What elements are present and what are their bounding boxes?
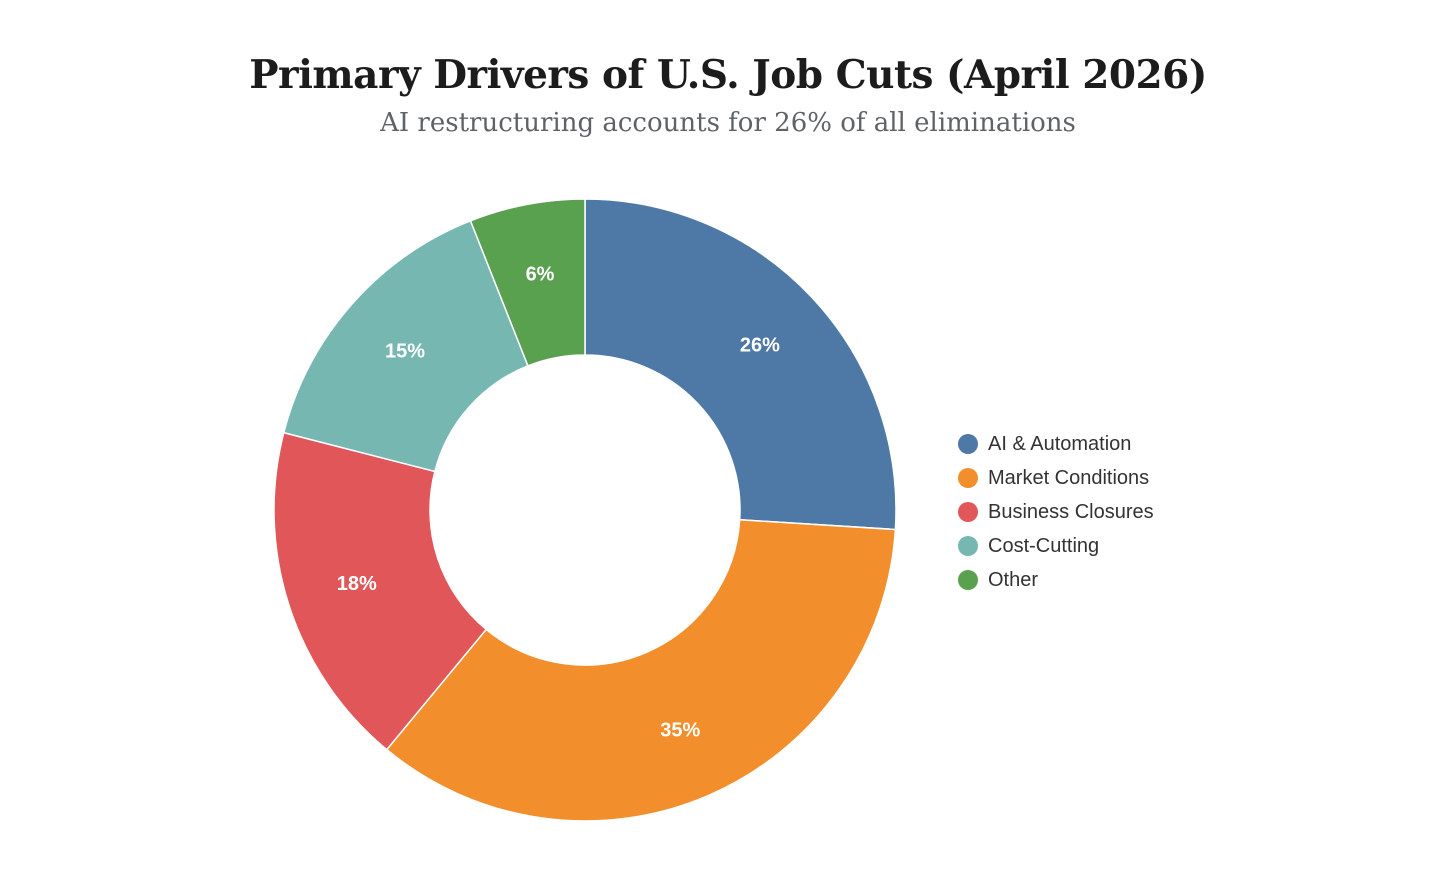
legend-label: Market Conditions	[988, 466, 1150, 489]
slice-value-label-ai-automation: 26%	[740, 335, 780, 357]
legend-label: Business Closures	[988, 500, 1154, 523]
legend-swatch	[958, 570, 978, 590]
slice-other[interactable]	[469, 198, 586, 367]
legend-item-business-closures[interactable]: Business Closures	[958, 495, 1154, 529]
chart-subtitle: AI restructuring accounts for 26% of all…	[380, 108, 1076, 138]
legend-swatch	[958, 468, 978, 488]
slice-value-label-cost-cutting: 15%	[385, 340, 425, 362]
legend-item-ai-automation[interactable]: AI & Automation	[958, 427, 1154, 461]
slice-value-label-business-closures: 18%	[337, 573, 377, 595]
legend-swatch	[958, 502, 978, 522]
legend-label: AI & Automation	[988, 432, 1132, 455]
legend-swatch	[958, 434, 978, 454]
legend-item-other[interactable]: Other	[958, 563, 1154, 597]
legend-swatch	[958, 536, 978, 556]
legend-label: Other	[988, 568, 1039, 591]
legend-item-market-conditions[interactable]: Market Conditions	[958, 461, 1154, 495]
slice-value-label-other: 6%	[526, 263, 555, 285]
slice-value-label-market-conditions: 35%	[660, 719, 700, 741]
slice-market-conditions[interactable]	[385, 518, 897, 822]
slice-ai-automation[interactable]	[584, 198, 897, 531]
slice-group	[273, 198, 897, 822]
legend-label: Cost-Cutting	[988, 534, 1100, 557]
slice-cost-cutting[interactable]	[282, 219, 529, 473]
slice-business-closures[interactable]	[273, 431, 488, 751]
legend-item-cost-cutting[interactable]: Cost-Cutting	[958, 529, 1154, 563]
chart-title: Primary Drivers of U.S. Job Cuts (April …	[249, 52, 1207, 98]
chart-legend: AI & Automation Market Conditions Business…	[958, 427, 1154, 597]
slice-label-group: 26% 35% 18% 15% 6%	[337, 263, 780, 741]
